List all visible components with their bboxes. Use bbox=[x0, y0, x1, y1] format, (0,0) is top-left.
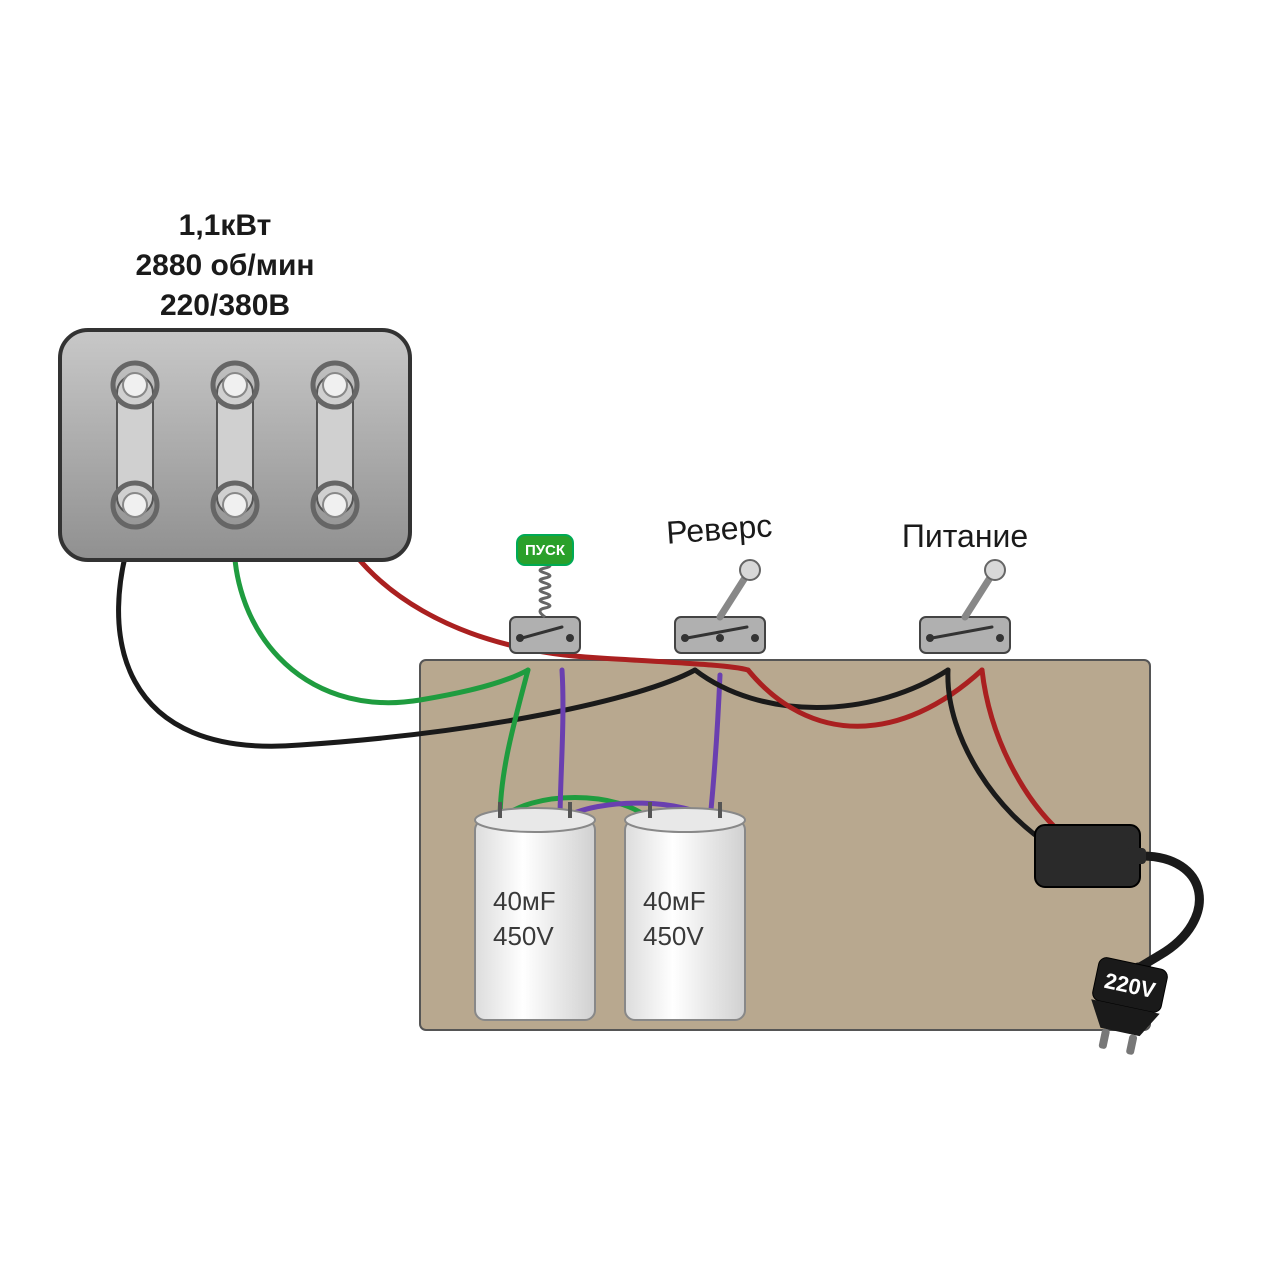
motor-rpm-spec: 2880 об/мин bbox=[135, 249, 314, 282]
wire-start-to-cap1-purple bbox=[560, 670, 563, 820]
power-toggle[interactable] bbox=[920, 560, 1010, 653]
terminal-screw bbox=[323, 373, 347, 397]
terminal-screw bbox=[123, 493, 147, 517]
power-switch-body bbox=[920, 617, 1010, 653]
start-spring-icon bbox=[540, 563, 550, 617]
capacitor-capacitance: 40мF bbox=[643, 886, 706, 916]
reverse-lever-icon[interactable] bbox=[720, 573, 748, 617]
reverse-knob-icon[interactable] bbox=[740, 560, 760, 580]
motor-power-spec: 1,1кВт bbox=[179, 209, 272, 242]
power-label: Питание bbox=[902, 518, 1028, 554]
terminal-screw bbox=[323, 493, 347, 517]
power-lever-icon[interactable] bbox=[965, 573, 993, 617]
reverse-toggle[interactable] bbox=[675, 560, 765, 653]
panel-socket[interactable] bbox=[1035, 825, 1140, 887]
capacitor: 40мF 450V bbox=[475, 802, 595, 1020]
reverse-label: Реверс bbox=[665, 507, 773, 550]
terminal-screw bbox=[223, 373, 247, 397]
terminal-screw bbox=[223, 493, 247, 517]
start-button[interactable]: ПУСК bbox=[510, 535, 580, 653]
socket-outlet-icon bbox=[1126, 848, 1146, 864]
terminal-screw bbox=[123, 373, 147, 397]
capacitor-voltage: 450V bbox=[643, 921, 704, 951]
motor-terminal-block bbox=[60, 330, 410, 560]
capacitor: 40мF 450V bbox=[625, 802, 745, 1020]
start-button-label: ПУСК bbox=[525, 542, 566, 559]
capacitor-voltage: 450V bbox=[493, 921, 554, 951]
power-knob-icon[interactable] bbox=[985, 560, 1005, 580]
capacitor-capacitance: 40мF bbox=[493, 886, 556, 916]
motor-voltage-spec: 220/380В bbox=[160, 289, 290, 322]
